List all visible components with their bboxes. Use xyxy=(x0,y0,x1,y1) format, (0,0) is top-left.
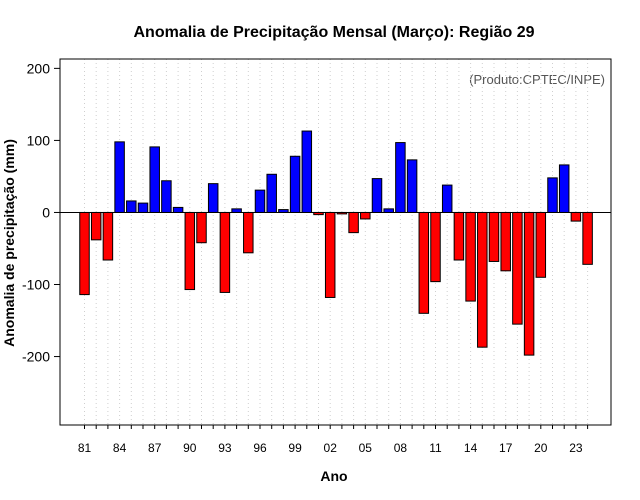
bar-19 xyxy=(523,211,535,356)
bar-07 xyxy=(383,208,394,213)
bar-91 xyxy=(196,211,207,244)
bar-09 xyxy=(406,159,418,213)
grid-lines xyxy=(84,59,589,425)
bar-15 xyxy=(477,211,488,348)
x-tick-label-17: 17 xyxy=(499,441,513,455)
y-tick-label-100: 100 xyxy=(27,132,51,148)
plot-frame xyxy=(59,58,612,426)
bar-88 xyxy=(161,180,172,213)
bar-02 xyxy=(324,211,336,298)
credit-text: (Produto:CPTEC/INPE) xyxy=(469,72,605,87)
bar-23 xyxy=(570,211,582,222)
x-tick-label-02: 02 xyxy=(324,441,338,455)
bar-21 xyxy=(547,177,558,213)
bar-86 xyxy=(137,202,149,213)
y-tick-label--100: -100 xyxy=(22,277,50,293)
bar-10 xyxy=(418,211,430,314)
bar-84 xyxy=(114,141,125,213)
bar-17 xyxy=(500,211,511,272)
x-tick-label-96: 96 xyxy=(253,441,267,455)
bar-90 xyxy=(184,211,196,291)
y-tick-label-0: 0 xyxy=(42,204,50,220)
bar-92 xyxy=(207,183,219,213)
bar-04 xyxy=(348,211,359,234)
x-tick-label-05: 05 xyxy=(359,441,373,455)
bar-11 xyxy=(430,211,441,283)
bar-95 xyxy=(243,211,254,254)
bar-14 xyxy=(465,211,476,302)
y-tick-label-200: 200 xyxy=(27,60,51,76)
bar-87 xyxy=(149,146,160,213)
bar-05 xyxy=(360,211,371,220)
bar-85 xyxy=(126,200,137,213)
bar-24 xyxy=(582,211,593,265)
bar-06 xyxy=(371,178,383,213)
bar-93 xyxy=(219,211,231,293)
x-tick-label-87: 87 xyxy=(148,441,162,455)
bar-00 xyxy=(301,130,313,213)
bar-89 xyxy=(172,206,184,213)
bar-22 xyxy=(558,164,570,213)
x-tick-label-11: 11 xyxy=(429,441,442,455)
x-tick-label-08: 08 xyxy=(394,441,408,455)
bar-18 xyxy=(512,211,523,325)
bar-83 xyxy=(102,211,114,261)
y-axis: -200 -100 0 100 200 xyxy=(22,60,60,365)
bar-81 xyxy=(79,211,90,296)
bar-99 xyxy=(289,155,301,213)
bar-96 xyxy=(254,189,266,213)
bars xyxy=(79,130,593,356)
x-tick-label-93: 93 xyxy=(218,441,232,455)
bar-08 xyxy=(395,142,406,213)
x-axis-label: Ano xyxy=(320,468,347,484)
x-tick-label-90: 90 xyxy=(183,441,197,455)
bar-97 xyxy=(266,173,277,213)
bar-16 xyxy=(488,211,500,262)
bar-12 xyxy=(441,184,453,213)
x-tick-label-84: 84 xyxy=(113,441,127,455)
x-tick-label-14: 14 xyxy=(464,441,478,455)
x-tick-label-99: 99 xyxy=(288,441,302,455)
x-tick-label-20: 20 xyxy=(534,441,548,455)
x-axis: 81 84 87 90 93 96 99 02 05 08 11 14 17 20 23 xyxy=(78,425,589,455)
bar-20 xyxy=(535,211,547,278)
y-tick-label--200: -200 xyxy=(22,349,50,365)
chart-title: Anomalia de Precipitação Mensal (Março):… xyxy=(133,24,534,41)
bar-94 xyxy=(231,208,242,213)
x-tick-label-81: 81 xyxy=(78,441,92,455)
x-tick-label-23: 23 xyxy=(569,441,583,455)
bar-82 xyxy=(90,211,102,241)
y-axis-label: Anomalia de precipitação (mm) xyxy=(1,139,17,347)
bar-13 xyxy=(453,211,465,261)
